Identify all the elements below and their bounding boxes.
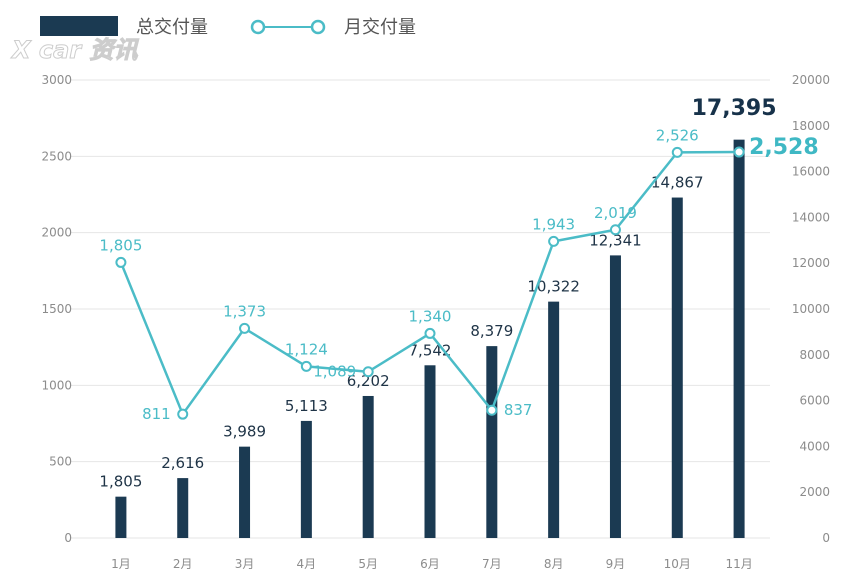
line-data-label: 1,089	[313, 363, 356, 381]
right-tick-label: 20000	[792, 73, 830, 87]
legend-bar-label: 总交付量	[136, 17, 208, 38]
line-data-label: 2,526	[656, 126, 699, 144]
x-tick-label: 10月	[664, 557, 691, 571]
left-tick-label: 500	[49, 455, 72, 469]
right-tick-label: 10000	[792, 302, 830, 316]
bar-data-label: 2,616	[161, 454, 204, 472]
bar	[424, 365, 436, 538]
right-tick-label: 2000	[799, 485, 830, 499]
bar-data-label: 17,395	[692, 96, 777, 121]
line-point	[239, 322, 251, 334]
bar	[548, 301, 560, 538]
bar	[733, 139, 745, 539]
legend-line-marker-right	[310, 19, 326, 35]
line-data-label: 1,124	[285, 340, 328, 358]
left-tick-label: 1000	[41, 378, 72, 392]
line-data-label: 1,805	[99, 236, 142, 254]
line-data-label: 2,019	[594, 204, 637, 222]
legend-bar-swatch	[40, 16, 118, 36]
legend-line-marker-left	[250, 19, 266, 35]
line-data-label: 2,528	[749, 135, 819, 160]
watermark-text: X car 资讯	[10, 36, 139, 64]
bar-data-label: 1,805	[99, 473, 142, 491]
line-point	[300, 360, 312, 372]
bar-data-label: 5,113	[285, 397, 328, 415]
bar-data-label: 6,202	[347, 372, 390, 390]
bar	[486, 346, 498, 538]
x-axis: 1月 2月 3月 4月 5月 6月 7月 8月 9月 10月 11月	[111, 557, 753, 571]
x-tick-label: 5月	[358, 557, 378, 571]
line-data-label: 1,373	[223, 302, 266, 320]
right-tick-label: 4000	[799, 439, 830, 453]
bar	[362, 395, 374, 538]
x-tick-label: 6月	[420, 557, 440, 571]
right-tick-label: 16000	[792, 165, 830, 179]
line-data-labels: 1,805 811 1,373 1,124 1,089 1,340 837 1,943 2,01…	[99, 126, 818, 423]
line-data-label: 1,943	[532, 215, 575, 233]
x-tick-label: 2月	[173, 557, 193, 571]
line-series	[115, 146, 745, 420]
line-point	[486, 404, 498, 416]
bar-data-label: 3,989	[223, 423, 266, 441]
line-point	[115, 256, 127, 268]
x-tick-label: 9月	[606, 557, 626, 571]
line-point	[671, 146, 683, 158]
right-tick-label: 6000	[799, 394, 830, 408]
line-point	[177, 408, 189, 420]
left-tick-label: 2000	[41, 226, 72, 240]
bar-data-label: 12,341	[589, 231, 642, 249]
legend-line-label: 月交付量	[344, 17, 416, 38]
legend: 总交付量 月交付量	[40, 16, 416, 38]
bar	[609, 255, 621, 538]
line-point	[362, 366, 374, 378]
left-tick-label: 2500	[41, 149, 72, 163]
bar-data-label: 10,322	[527, 278, 580, 296]
line-data-label: 1,340	[409, 307, 452, 325]
line-point	[424, 327, 436, 339]
right-tick-label: 0	[822, 531, 830, 545]
bar-data-labels: 1,8052,6163,9895,1136,2027,5428,37910,32…	[99, 96, 776, 491]
left-tick-label: 0	[64, 531, 72, 545]
bar-data-label: 8,379	[470, 322, 513, 340]
bar	[239, 446, 251, 538]
bar	[177, 478, 189, 538]
right-axis: 0 2000 4000 6000 8000 10000 12000 14000 16000 180…	[792, 73, 830, 545]
x-tick-label: 11月	[725, 557, 752, 571]
x-tick-label: 7月	[482, 557, 502, 571]
bar-series	[115, 139, 745, 539]
left-axis: 0 500 1000 1500 2000 2500 3000	[41, 73, 72, 545]
x-tick-label: 3月	[235, 557, 255, 571]
bar	[300, 420, 312, 538]
left-tick-label: 1500	[41, 302, 72, 316]
line-data-label: 837	[504, 401, 533, 419]
line-point	[548, 235, 560, 247]
grid-lines	[70, 79, 770, 539]
x-tick-label: 8月	[544, 557, 564, 571]
right-tick-label: 18000	[792, 119, 830, 133]
bar	[115, 496, 127, 538]
line-point	[609, 224, 621, 236]
bar-data-label: 14,867	[651, 174, 704, 192]
right-tick-label: 8000	[799, 348, 830, 362]
right-tick-label: 14000	[792, 210, 830, 224]
line-point	[733, 146, 745, 158]
bar	[671, 197, 683, 538]
right-tick-label: 12000	[792, 256, 830, 270]
x-tick-label: 1月	[111, 557, 131, 571]
left-tick-label: 3000	[41, 73, 72, 87]
watermark: X car 资讯	[10, 36, 140, 65]
x-tick-label: 4月	[297, 557, 317, 571]
line-data-label: 811	[142, 405, 171, 423]
